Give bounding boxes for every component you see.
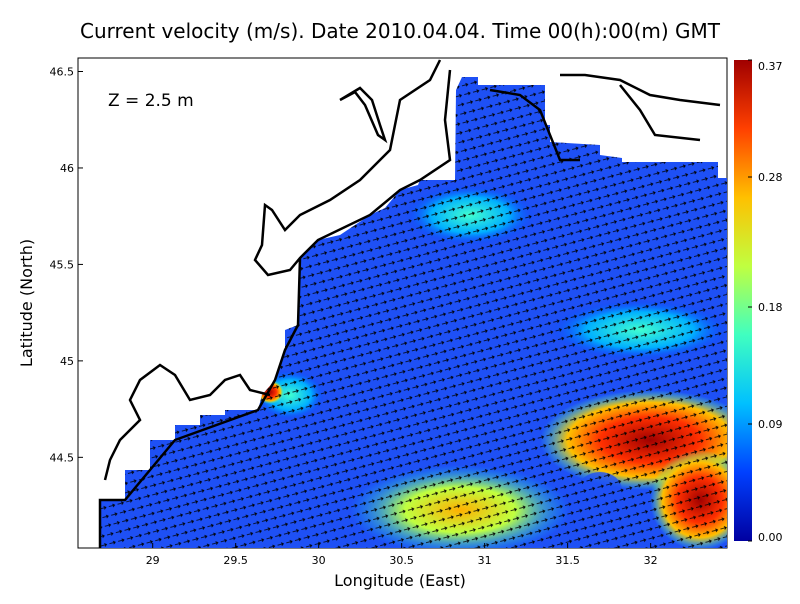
y-tick-label: 45.5 (50, 258, 75, 271)
y-tick-label: 46.5 (50, 66, 75, 79)
x-tick-label: 29 (146, 554, 160, 567)
depth-annotation: Z = 2.5 m (108, 91, 194, 111)
y-tick-label: 46 (60, 162, 74, 175)
colorbar-tick-label: 0.09 (758, 418, 783, 431)
x-tick-label: 30 (312, 554, 326, 567)
coastline (98, 59, 452, 548)
y-axis-label: Latitude (North) (17, 239, 36, 367)
x-tick-label: 29.5 (223, 554, 248, 567)
colorbar-tick-label: 0.18 (758, 301, 783, 314)
colorbar-tick-label: 0.00 (758, 531, 783, 544)
x-tick-label: 32 (644, 554, 658, 567)
chart-title: Current velocity (m/s). Date 2010.04.04.… (80, 19, 721, 43)
coastline (103, 73, 721, 481)
colorbar (734, 60, 752, 541)
y-tick-label: 45 (60, 355, 74, 368)
x-tick-label: 31 (478, 554, 492, 567)
x-tick-label: 31.5 (555, 554, 580, 567)
x-tick-label: 30.5 (389, 554, 414, 567)
x-axis-label: Longitude (East) (334, 571, 466, 590)
y-tick-label: 44.5 (50, 451, 75, 464)
colorbar-tick-label: 0.37 (758, 60, 783, 73)
colorbar-tick-label: 0.28 (758, 171, 783, 184)
